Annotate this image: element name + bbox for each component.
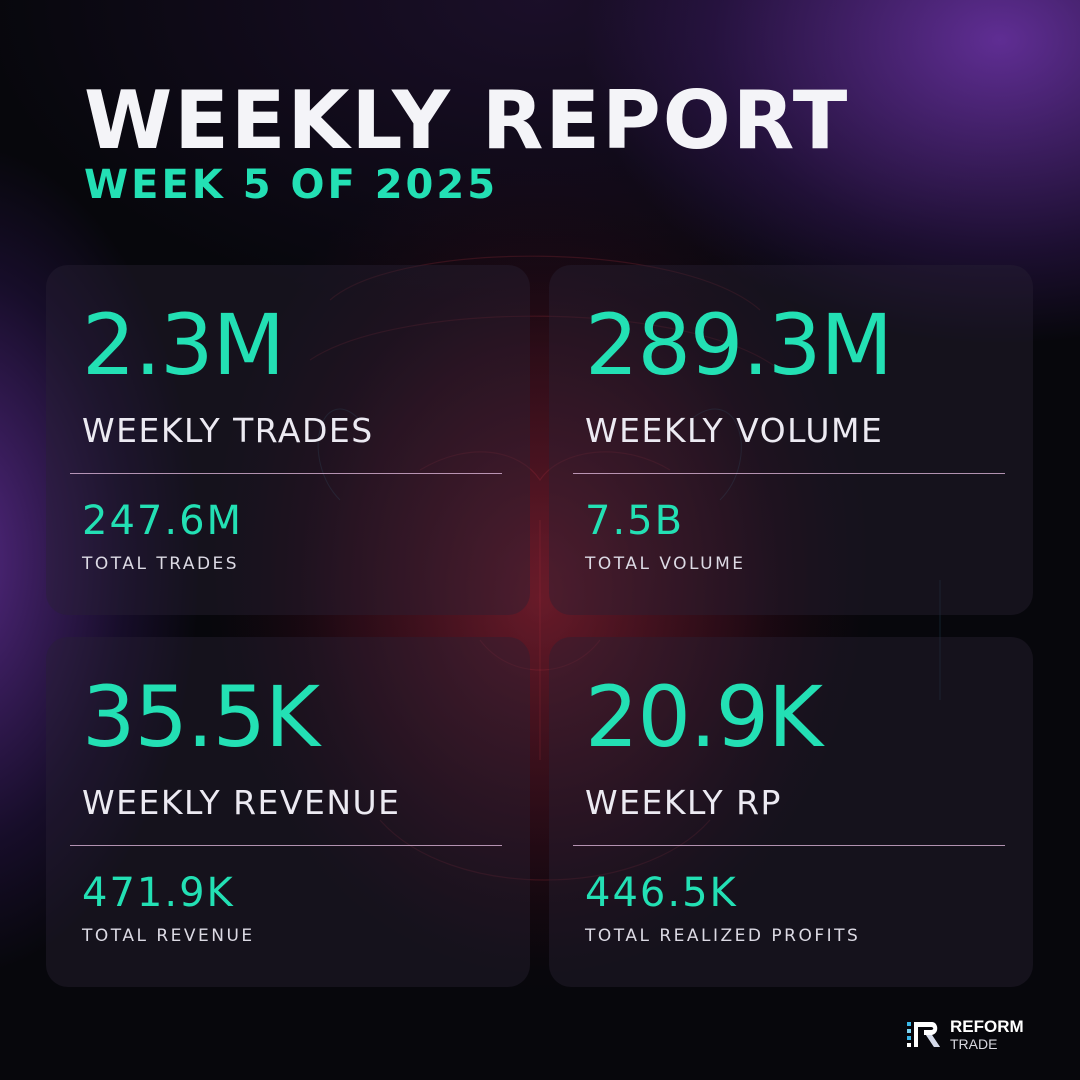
card-divider xyxy=(70,845,502,846)
weekly-label: WEEKLY RP xyxy=(585,783,782,822)
total-value: 7.5B xyxy=(585,498,685,544)
stat-card-volume: 289.3M WEEKLY VOLUME 7.5B TOTAL VOLUME xyxy=(549,265,1033,615)
brand-name: REFORM xyxy=(950,1017,1024,1036)
total-label: TOTAL TRADES xyxy=(82,554,240,574)
page-subtitle: WEEK 5 OF 2025 xyxy=(84,162,499,208)
reform-logo-icon xyxy=(907,1022,940,1047)
stat-card-realized-profits: 20.9K WEEKLY RP 446.5K TOTAL REALIZED PR… xyxy=(549,637,1033,987)
stat-card-revenue: 35.5K WEEKLY REVENUE 471.9K TOTAL REVENU… xyxy=(46,637,530,987)
brand-sub: TRADE xyxy=(950,1036,998,1052)
total-value: 471.9K xyxy=(82,870,235,916)
stat-card-trades: 2.3M WEEKLY TRADES 247.6M TOTAL TRADES xyxy=(46,265,530,615)
card-divider xyxy=(70,473,502,474)
weekly-label: WEEKLY REVENUE xyxy=(82,783,401,822)
total-value: 247.6M xyxy=(82,498,244,544)
card-divider xyxy=(573,845,1005,846)
weekly-value: 20.9K xyxy=(585,668,823,766)
weekly-label: WEEKLY TRADES xyxy=(82,411,374,450)
weekly-label: WEEKLY VOLUME xyxy=(585,411,884,450)
weekly-value: 289.3M xyxy=(585,296,893,394)
total-label: TOTAL VOLUME xyxy=(585,554,746,574)
weekly-value: 2.3M xyxy=(82,296,285,394)
brand-logo: REFORM TRADE xyxy=(906,1018,1046,1054)
weekly-value: 35.5K xyxy=(82,668,320,766)
card-divider xyxy=(573,473,1005,474)
total-label: TOTAL REALIZED PROFITS xyxy=(585,926,861,946)
total-label: TOTAL REVENUE xyxy=(82,926,255,946)
total-value: 446.5K xyxy=(585,870,738,916)
page-title: WEEKLY REPORT xyxy=(84,74,850,167)
